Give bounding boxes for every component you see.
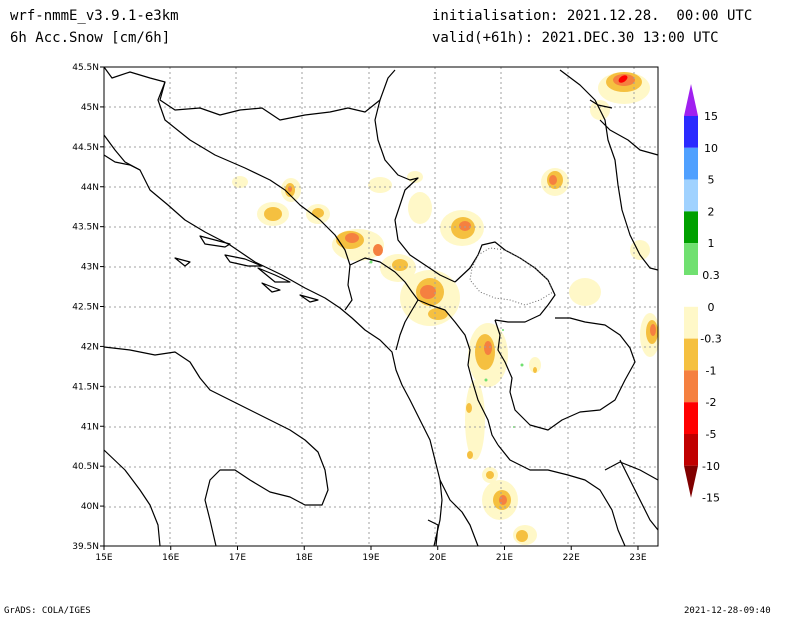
lat-tick-label: 43.5N [72, 223, 99, 233]
lon-tick-label: 22E [563, 553, 580, 563]
colorbar-segment [684, 402, 698, 434]
colorbar-label: 2 [708, 205, 715, 218]
colorbar-segment [684, 243, 698, 275]
field-title: 6h Acc.Snow [cm/6h] [10, 30, 171, 46]
colorbar-label: -10 [702, 460, 720, 473]
lat-tick-label: 42.5N [72, 303, 99, 313]
colorbar-labels: 15 10 5 2 1 0.3 0 -0.3 -1 -2 -5 -10 -15 [700, 110, 721, 505]
lon-tick-label: 17E [229, 553, 246, 563]
lon-tick-label: 18E [296, 553, 313, 563]
colorbar-segment [684, 147, 698, 180]
colorbar-label: -15 [702, 492, 720, 505]
lon-tick-label: 20E [429, 553, 446, 563]
colorbar-label: 0.3 [702, 269, 720, 282]
colorbar-label: 5 [708, 174, 715, 187]
colorbar-label: 15 [704, 110, 718, 123]
colorbar-segment [684, 434, 698, 466]
colorbar-segment [684, 306, 698, 339]
lat-tick-label: 42N [81, 342, 99, 352]
model-title: wrf-nmmE_v3.9.1-e3km [10, 8, 179, 24]
lon-tick-label: 16E [162, 553, 179, 563]
valid-time: valid(+61h): 2021.DEC.30 13:00 UTC [432, 30, 719, 46]
lon-tick-label: 23E [629, 553, 646, 563]
colorbar-label: -5 [706, 428, 717, 441]
lat-tick-label: 44N [81, 183, 99, 193]
snow-field [232, 72, 660, 545]
lat-tick-label: 43N [81, 263, 99, 273]
colorbar-segment [684, 370, 698, 403]
colorbar-label: -1 [706, 364, 717, 377]
colorbar-segment [684, 275, 698, 307]
lat-tick-label: 45N [81, 103, 99, 113]
kosovo-border [469, 247, 554, 306]
colorbar-segment [684, 116, 698, 148]
colorbar-label: 1 [708, 237, 715, 250]
lat-tick-label: 40N [81, 502, 99, 512]
lat-tick-label: 44.5N [72, 143, 99, 153]
colorbar-segment [684, 211, 698, 244]
footer-timestamp: 2021-12-28-09:40 [684, 606, 771, 616]
lat-tick-label: 41.5N [72, 382, 99, 392]
colorbar-label: -2 [706, 396, 717, 409]
lat-tick-label: 45.5N [72, 63, 99, 73]
colorbar-top-arrow [684, 84, 698, 116]
lat-tick-label: 39.5N [72, 542, 99, 552]
lon-tick-label: 21E [496, 553, 513, 563]
footer-credit: GrADS: COLA/IGES [4, 606, 91, 616]
lat-tick-label: 40.5N [72, 462, 99, 472]
colorbar-segment [684, 338, 698, 371]
colorbar [684, 84, 698, 498]
axis-ticks [100, 66, 639, 550]
colorbar-segment [684, 179, 698, 212]
longitude-labels: 15E 16E 17E 18E 19E 20E 21E 22E 23E [95, 553, 646, 563]
coastlines-borders [103, 66, 659, 547]
colorbar-label: -0.3 [700, 333, 721, 346]
lon-tick-label: 15E [95, 553, 112, 563]
colorbar-label: 10 [704, 142, 718, 155]
lat-lon-grid [104, 67, 658, 546]
colorbar-bottom-arrow [684, 465, 698, 498]
lat-tick-label: 41N [81, 422, 99, 432]
initialisation-time: initialisation: 2021.12.28. 00:00 UTC [432, 8, 753, 24]
lon-tick-label: 19E [362, 553, 379, 563]
latitude-labels: 45.5N 45N 44.5N 44N 43.5N 43N 42.5N 42N 41.5N 41N… [72, 63, 99, 552]
colorbar-label: 0 [708, 301, 715, 314]
